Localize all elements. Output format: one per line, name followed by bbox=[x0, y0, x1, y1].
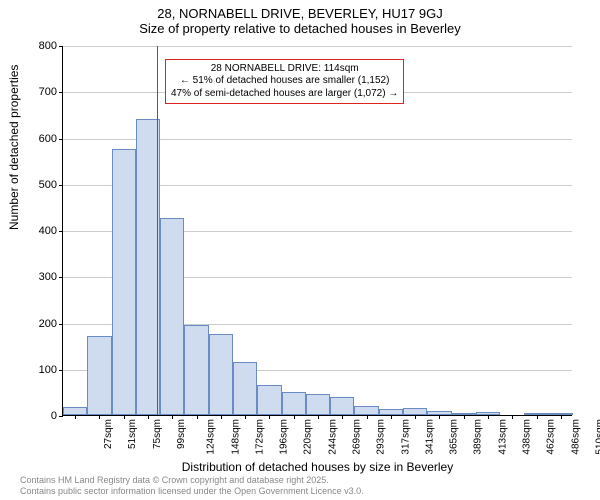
y-tick-label: 700 bbox=[39, 86, 63, 98]
x-tick-mark bbox=[488, 415, 489, 419]
x-tick-label: 365sqm bbox=[449, 419, 460, 455]
x-tick-mark bbox=[197, 415, 198, 419]
x-tick-label: 510sqm bbox=[594, 419, 600, 455]
x-tick-mark bbox=[367, 415, 368, 419]
annotation-line: 28 NORNABELL DRIVE: 114sqm bbox=[171, 63, 398, 76]
y-tick-label: 100 bbox=[39, 364, 63, 376]
histogram-bar bbox=[403, 408, 427, 415]
x-tick-mark bbox=[99, 415, 100, 419]
chart-plot-area: 010020030040050060070080027sqm51sqm75sqm… bbox=[62, 46, 572, 416]
x-tick-mark bbox=[318, 415, 319, 419]
x-tick-mark bbox=[294, 415, 295, 419]
x-tick-mark bbox=[464, 415, 465, 419]
x-tick-label: 51sqm bbox=[127, 419, 138, 449]
x-tick-label: 148sqm bbox=[230, 419, 241, 455]
histogram-bar bbox=[282, 392, 306, 415]
x-tick-mark bbox=[148, 415, 149, 419]
property-marker-line bbox=[157, 46, 158, 415]
x-tick-mark bbox=[245, 415, 246, 419]
histogram-bar bbox=[160, 218, 184, 415]
histogram-bar bbox=[112, 149, 136, 415]
annotation-line: ← 51% of detached houses are smaller (1,… bbox=[171, 75, 398, 88]
x-axis-label: Distribution of detached houses by size … bbox=[63, 460, 572, 474]
title-sub: Size of property relative to detached ho… bbox=[0, 21, 600, 40]
y-tick-label: 600 bbox=[39, 133, 63, 145]
x-tick-mark bbox=[561, 415, 562, 419]
y-tick-label: 400 bbox=[39, 225, 63, 237]
x-tick-label: 75sqm bbox=[152, 419, 163, 449]
x-tick-mark bbox=[537, 415, 538, 419]
footer-attribution: Contains HM Land Registry data © Crown c… bbox=[20, 475, 364, 497]
histogram-bar bbox=[233, 362, 257, 415]
histogram-bar bbox=[63, 407, 87, 415]
histogram-bar bbox=[184, 325, 208, 415]
x-tick-label: 220sqm bbox=[303, 419, 314, 455]
footer-line-1: Contains HM Land Registry data © Crown c… bbox=[20, 475, 364, 486]
x-tick-mark bbox=[75, 415, 76, 419]
histogram-bar bbox=[354, 406, 378, 415]
footer-line-2: Contains public sector information licen… bbox=[20, 486, 364, 497]
histogram-bar bbox=[87, 336, 111, 415]
x-tick-mark bbox=[415, 415, 416, 419]
x-tick-label: 172sqm bbox=[254, 419, 265, 455]
x-tick-label: 341sqm bbox=[424, 419, 435, 455]
y-tick-label: 300 bbox=[39, 271, 63, 283]
x-tick-label: 389sqm bbox=[473, 419, 484, 455]
annotation-box: 28 NORNABELL DRIVE: 114sqm← 51% of detac… bbox=[165, 59, 404, 105]
x-tick-label: 244sqm bbox=[327, 419, 338, 455]
x-tick-label: 486sqm bbox=[570, 419, 581, 455]
x-tick-label: 317sqm bbox=[400, 419, 411, 455]
x-tick-mark bbox=[124, 415, 125, 419]
gridline bbox=[63, 46, 572, 47]
y-tick-label: 800 bbox=[39, 40, 63, 52]
x-tick-label: 413sqm bbox=[497, 419, 508, 455]
x-tick-mark bbox=[391, 415, 392, 419]
y-tick-label: 200 bbox=[39, 318, 63, 330]
histogram-bar bbox=[209, 334, 233, 415]
x-tick-label: 269sqm bbox=[352, 419, 363, 455]
x-tick-label: 27sqm bbox=[103, 419, 114, 449]
x-tick-mark bbox=[269, 415, 270, 419]
y-tick-label: 500 bbox=[39, 179, 63, 191]
x-tick-label: 124sqm bbox=[206, 419, 217, 455]
x-tick-mark bbox=[172, 415, 173, 419]
annotation-line: 47% of semi-detached houses are larger (… bbox=[171, 88, 398, 101]
x-tick-mark bbox=[439, 415, 440, 419]
x-tick-label: 293sqm bbox=[376, 419, 387, 455]
x-tick-label: 462sqm bbox=[546, 419, 557, 455]
histogram-bar bbox=[330, 397, 354, 416]
x-tick-mark bbox=[221, 415, 222, 419]
histogram-bar bbox=[257, 385, 281, 415]
y-tick-label: 0 bbox=[51, 410, 63, 422]
x-tick-mark bbox=[342, 415, 343, 419]
title-main: 28, NORNABELL DRIVE, BEVERLEY, HU17 9GJ bbox=[0, 0, 600, 21]
histogram-bar bbox=[306, 394, 330, 415]
x-tick-label: 99sqm bbox=[176, 419, 187, 449]
x-tick-label: 438sqm bbox=[522, 419, 533, 455]
x-tick-label: 196sqm bbox=[279, 419, 290, 455]
y-axis-label: Number of detached properties bbox=[7, 65, 21, 230]
x-tick-mark bbox=[512, 415, 513, 419]
